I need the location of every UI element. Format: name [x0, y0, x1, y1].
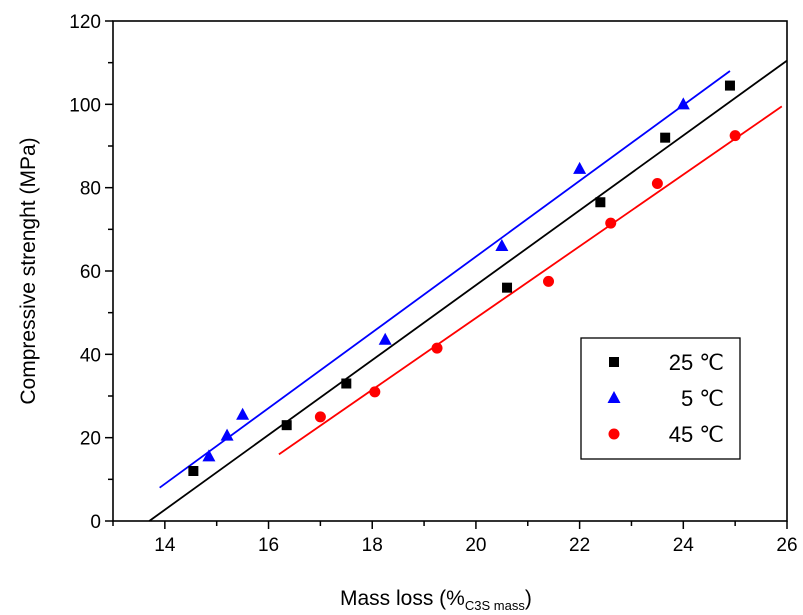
- data-point: [341, 378, 352, 389]
- y-axis-title: Compressive strenght (MPa): [17, 137, 40, 404]
- x-tick-label: 22: [569, 535, 590, 556]
- fit-lines: [148, 59, 788, 522]
- x-tick-label: 16: [258, 535, 279, 556]
- x-axis-title: Mass loss (%C3S mass): [340, 587, 532, 613]
- data-point: [605, 217, 617, 229]
- data-point: [281, 420, 292, 431]
- data-point: [573, 161, 587, 174]
- x-tick-label: 20: [465, 535, 486, 556]
- y-tick-label: 80: [80, 179, 101, 200]
- data-point: [188, 466, 199, 476]
- legend-marker: [608, 428, 620, 440]
- legend-label: 5 ℃: [681, 386, 724, 411]
- x-axis-title-main: Mass loss (%: [340, 587, 465, 610]
- legend-box: [580, 337, 741, 460]
- data-point: [543, 275, 555, 287]
- data-point: [495, 239, 509, 251]
- legend-label: 45 ℃: [669, 422, 724, 447]
- y-tick-label: 20: [80, 429, 101, 450]
- data-point: [369, 386, 381, 398]
- fit-line: [148, 59, 788, 522]
- legend-items: 25 ℃ 5 ℃ 45 ℃: [607, 350, 724, 447]
- data-point: [502, 282, 513, 293]
- y-tick-label: 40: [80, 345, 101, 366]
- data-point: [595, 197, 606, 208]
- data-point: [236, 407, 250, 420]
- legend: 25 ℃ 5 ℃ 45 ℃: [580, 337, 741, 460]
- data-point: [431, 342, 443, 354]
- legend-marker: [607, 391, 621, 403]
- data-point: [724, 80, 735, 91]
- data-point: [220, 428, 234, 441]
- data-points: [188, 80, 741, 476]
- x-tick-label: 24: [673, 535, 695, 556]
- y-tick-label: 0: [90, 512, 101, 533]
- data-point: [651, 178, 663, 189]
- x-tick-label: 26: [776, 535, 797, 556]
- fit-line: [278, 105, 783, 456]
- data-point: [729, 130, 741, 142]
- y-tick-label: 60: [80, 262, 101, 283]
- y-axis-ticks: 0 20 40 60 80 100 120: [69, 12, 113, 533]
- x-tick-label: 18: [362, 535, 383, 556]
- legend-label: 25 ℃: [669, 350, 724, 375]
- data-point: [660, 132, 671, 143]
- data-point: [378, 332, 392, 345]
- x-axis-ticks: 14 16 18 20 22 24 26: [112, 521, 798, 556]
- x-axis-title-subscript: C3S mass: [465, 598, 525, 613]
- y-tick-label: 100: [69, 95, 101, 116]
- x-tick-label: 14: [154, 535, 176, 556]
- fit-line: [159, 70, 731, 489]
- data-point: [314, 411, 326, 423]
- x-axis-title-end: ): [525, 587, 532, 610]
- data-point: [676, 97, 690, 110]
- y-tick-label: 120: [69, 12, 101, 33]
- data-point: [202, 449, 216, 462]
- legend-marker: [609, 357, 619, 367]
